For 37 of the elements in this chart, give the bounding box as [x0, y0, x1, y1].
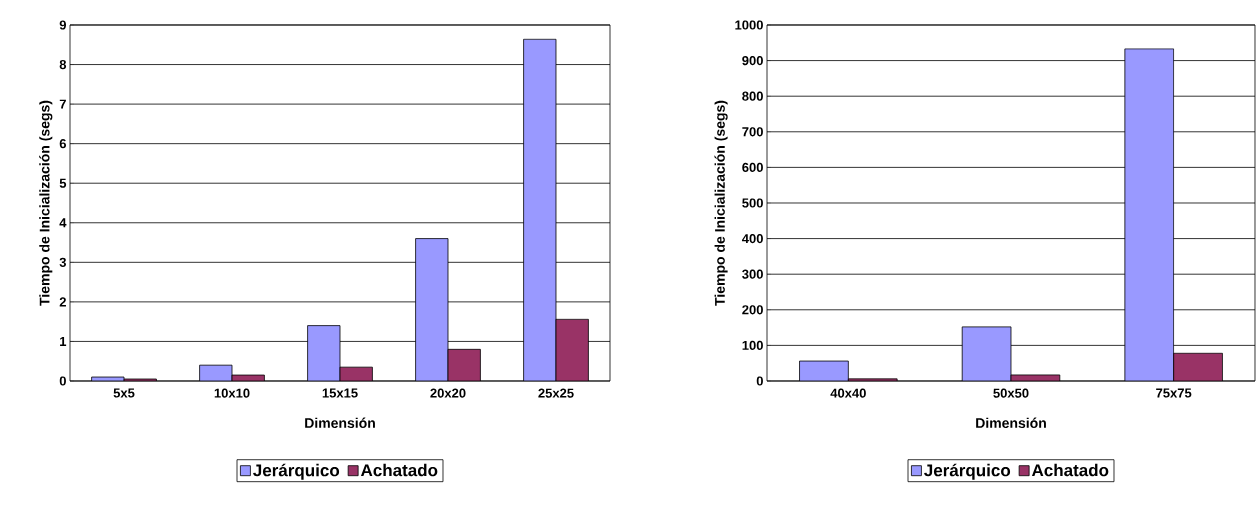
y-tick-label: 500 [742, 198, 763, 208]
y-tick-label: 400 [741, 233, 763, 244]
y-tick-label: 7 [59, 99, 66, 109]
y-tick-label: 100 [742, 340, 763, 350]
y-tick-label: 800 [742, 91, 763, 101]
y-tick-label: 8 [59, 59, 67, 70]
y-tick-label: 3 [59, 257, 67, 267]
y-tick-label: 0 [59, 376, 66, 386]
legend-label: Achatado [1031, 463, 1109, 477]
legend-label: Jerárquico [924, 463, 1011, 480]
x-axis-title: Dimensión [305, 417, 375, 428]
x-tick-label: 50x50 [993, 388, 1029, 398]
x-tick-label: 40x40 [830, 388, 866, 398]
legend-label: Achatado [360, 463, 438, 477]
x-tick-label: 75x75 [1156, 388, 1192, 398]
x-tick-label: 20x20 [430, 388, 466, 398]
y-tick-label: 5 [59, 178, 67, 188]
y-axis-title: Tiempo de Inicialización (segs) [714, 100, 728, 306]
y-axis-title: Tiempo de Inicialización (segs) [39, 100, 53, 306]
y-tick-label: 600 [742, 162, 763, 172]
y-tick-label: 4 [59, 218, 67, 228]
y-tick-label: 6 [59, 139, 67, 149]
x-tick-label: 10x10 [214, 388, 250, 398]
x-tick-label: 25x25 [538, 388, 574, 398]
y-tick-label: 700 [742, 127, 763, 137]
y-tick-label: 900 [742, 55, 763, 66]
y-tick-label: 9 [59, 20, 66, 30]
y-tick-label: 1000 [735, 20, 763, 30]
y-tick-label: 2 [59, 297, 66, 307]
x-axis-title: Dimensión [976, 417, 1046, 428]
y-tick-label: 1 [60, 336, 67, 346]
legend-label: Jerárquico [253, 463, 340, 480]
x-tick-label: 15x15 [322, 388, 358, 398]
y-tick-label: 300 [742, 269, 763, 279]
y-tick-label: 200 [742, 305, 763, 315]
x-tick-label: 5x5 [113, 388, 135, 398]
y-tick-label: 0 [756, 376, 763, 386]
